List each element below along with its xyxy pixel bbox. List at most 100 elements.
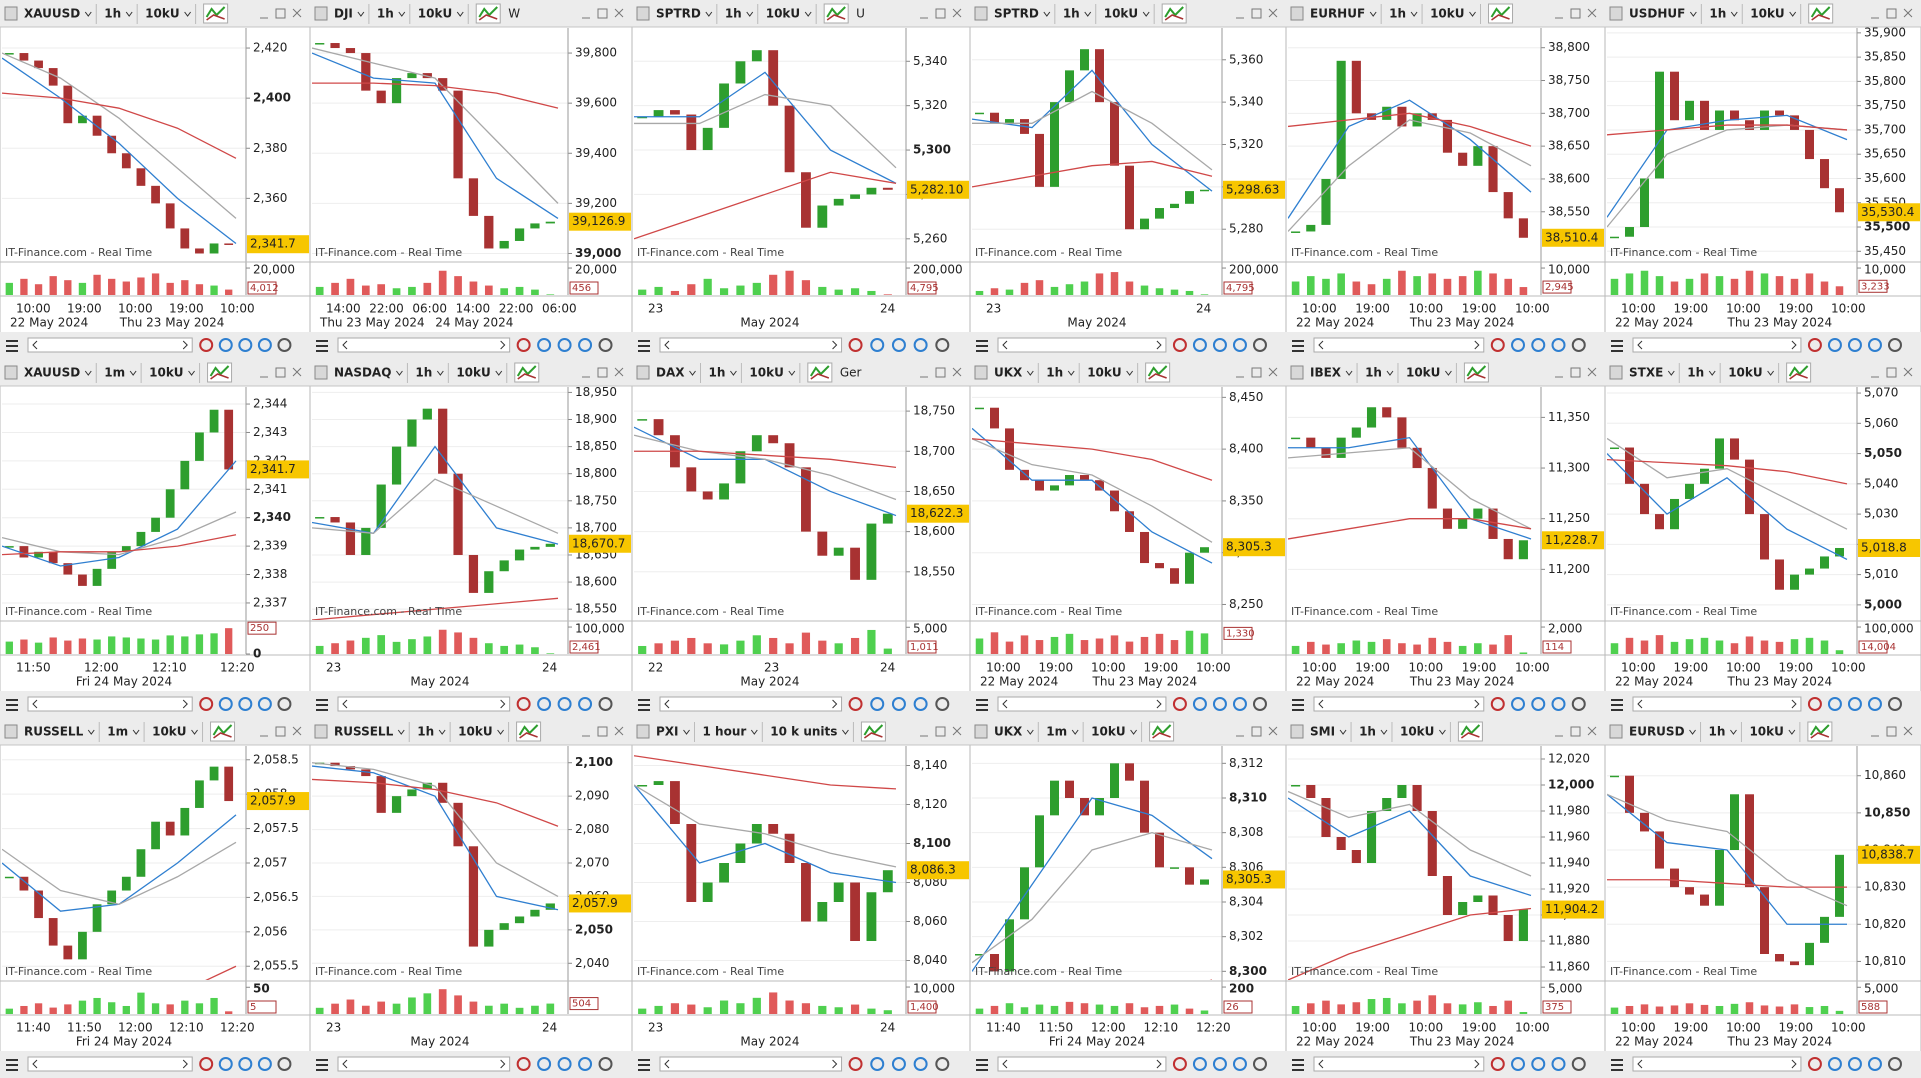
link-icon[interactable] [636,365,650,380]
toolbar-icon[interactable] [1252,697,1267,711]
scroll-left[interactable] [1637,1059,1643,1069]
scroll-left[interactable] [1318,340,1324,350]
maximize-button[interactable] [1251,367,1262,378]
maximize-button[interactable] [275,726,286,737]
menu-button[interactable] [1611,1059,1623,1071]
maximize-button[interactable] [1251,726,1262,737]
toolbar-icon[interactable] [848,697,863,711]
scroll-left[interactable] [342,699,348,709]
scroll-right[interactable] [500,1059,506,1069]
toolbar-icon[interactable] [1867,338,1882,352]
maximize-button[interactable] [935,367,946,378]
link-icon[interactable] [974,365,988,380]
maximize-button[interactable] [935,8,946,19]
scroll-right[interactable] [500,340,506,350]
scroll-right[interactable] [1474,1059,1480,1069]
toolbar-icon[interactable] [913,1057,928,1071]
toolbar-icon[interactable] [848,338,863,352]
toolbar-icon[interactable] [935,338,950,352]
scroll-left[interactable] [1318,699,1324,709]
close-button[interactable] [1903,8,1913,18]
toolbar-icon[interactable] [1212,697,1227,711]
toolbar-label[interactable]: 10kU [1104,7,1138,21]
toolbar-label[interactable]: XAUUSD [24,366,80,380]
toolbar-label[interactable]: RUSSELL [334,725,394,739]
menu-button[interactable] [316,699,328,711]
menu-button[interactable] [1292,1059,1304,1071]
scroll-track[interactable] [997,337,1167,353]
scroll-track[interactable] [337,1056,511,1072]
toolbar-label[interactable]: 1h [1046,366,1063,380]
toolbar-label[interactable]: 10kU [418,7,452,21]
scroll-left[interactable] [664,340,670,350]
toolbar-label[interactable]: 1h [725,7,742,21]
scroll-left[interactable] [1637,340,1643,350]
toolbar-icon[interactable] [1232,697,1247,711]
toolbar-icon[interactable] [1827,1057,1842,1071]
menu-button[interactable] [1292,699,1304,711]
toolbar-label[interactable]: STXE [1629,366,1663,380]
toolbar-label[interactable]: 1h [1365,366,1382,380]
tab-label[interactable]: W [508,7,520,21]
toolbar-icon[interactable] [1172,697,1187,711]
close-button[interactable] [1268,8,1278,18]
toolbar-label[interactable]: 10kU [1728,366,1762,380]
close-button[interactable] [1903,367,1913,377]
toolbar-icon[interactable] [557,338,572,352]
toolbar-icon[interactable] [218,697,233,711]
toolbar-icon[interactable] [1232,1057,1247,1071]
toolbar-icon[interactable] [238,697,253,711]
toolbar-icon[interactable] [1867,697,1882,711]
scroll-right[interactable] [1791,699,1797,709]
maximize-button[interactable] [275,8,286,19]
toolbar-icon[interactable] [257,1057,272,1071]
toolbar-icon[interactable] [1807,338,1822,352]
menu-button[interactable] [6,1059,18,1071]
link-icon[interactable] [636,6,650,21]
toolbar-icon[interactable] [598,338,613,352]
scroll-track[interactable] [1313,696,1485,712]
toolbar-icon[interactable] [870,1057,885,1071]
scroll-right[interactable] [832,1059,838,1069]
toolbar-label[interactable]: 10kU [766,7,800,21]
link-icon[interactable] [4,6,18,21]
link-icon[interactable] [314,6,328,21]
toolbar-label[interactable]: SMI [1310,725,1335,739]
menu-button[interactable] [638,340,650,352]
toolbar-icon[interactable] [1252,1057,1267,1071]
toolbar-icon[interactable] [1511,697,1526,711]
close-button[interactable] [292,726,302,736]
toolbar-label[interactable]: 10kU [458,725,492,739]
scroll-track[interactable] [997,696,1167,712]
scroll-track[interactable] [659,696,843,712]
toolbar-icon[interactable] [1551,338,1566,352]
toolbar-icon[interactable] [1887,338,1902,352]
close-button[interactable] [614,726,624,736]
link-icon[interactable] [1290,6,1304,21]
toolbar-label[interactable]: 1h [1709,7,1726,21]
toolbar-icon[interactable] [537,1057,552,1071]
toolbar-label[interactable]: 10kU [1091,725,1125,739]
scroll-track[interactable] [337,337,511,353]
toolbar-label[interactable]: RUSSELL [24,725,84,739]
scroll-left[interactable] [664,699,670,709]
toolbar-label[interactable]: 1h [1063,7,1080,21]
toolbar-label[interactable]: 10 k units [770,725,837,739]
toolbar-label[interactable]: 10kU [149,366,183,380]
toolbar-icon[interactable] [1847,697,1862,711]
close-button[interactable] [292,367,302,377]
scroll-right[interactable] [1156,699,1162,709]
close-button[interactable] [614,8,624,18]
scroll-right[interactable] [1156,1059,1162,1069]
menu-button[interactable] [6,340,18,352]
toolbar-icon[interactable] [1192,338,1207,352]
toolbar-icon[interactable] [1192,1057,1207,1071]
scroll-right[interactable] [832,699,838,709]
toolbar-icon[interactable] [218,338,233,352]
toolbar-label[interactable]: SPTRD [994,7,1039,21]
toolbar-label[interactable]: SPTRD [656,7,701,21]
toolbar-label[interactable]: 10kU [1750,7,1784,21]
close-button[interactable] [952,367,962,377]
maximize-button[interactable] [1251,8,1262,19]
toolbar-icon[interactable] [1571,697,1586,711]
